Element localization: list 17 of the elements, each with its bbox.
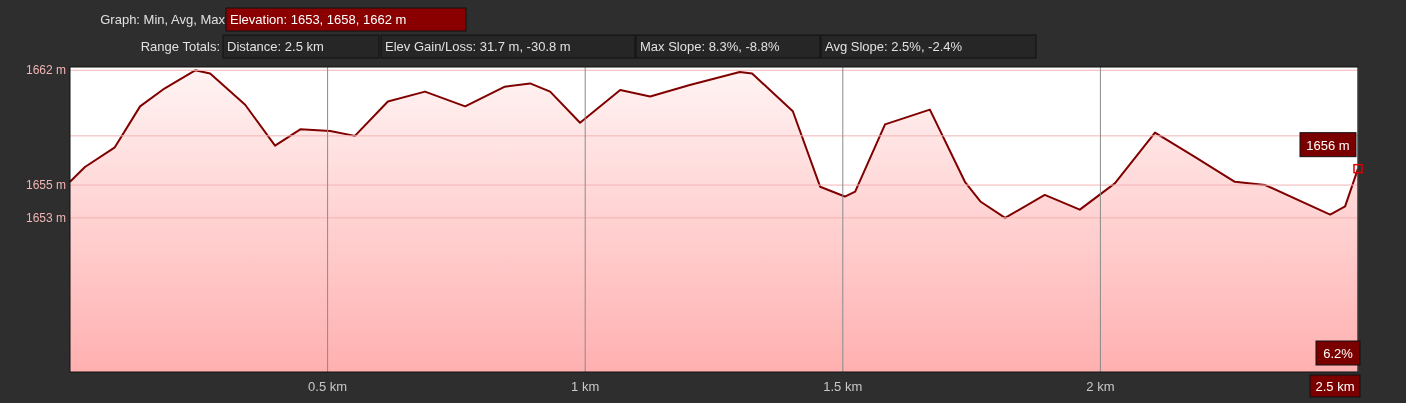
text: Max Slope: 8.3%, -8.8% bbox=[640, 39, 780, 54]
y-tick-label: 1655 m bbox=[25, 178, 66, 193]
text: Elev Gain/Loss: 31.7 m, -30.8 m bbox=[385, 39, 571, 54]
text: Distance: 2.5 km bbox=[227, 39, 324, 54]
annotation: 6.2% bbox=[1323, 346, 1354, 361]
x-tick-label: 2 km bbox=[1086, 379, 1115, 394]
x-tick-label: 1.5 km bbox=[823, 379, 863, 394]
y-tick-label: 1662 m bbox=[25, 63, 66, 78]
text: Elevation: 1653, 1658, 1662 m bbox=[230, 12, 407, 27]
annotation: 1656 m bbox=[1306, 137, 1350, 153]
x-tick-label: 2.5 km bbox=[1315, 379, 1355, 394]
x-tick-label: 1 km bbox=[571, 379, 600, 394]
y-tick-label: 1653 m bbox=[25, 211, 66, 226]
text: Avg Slope: 2.5%, -2.4% bbox=[825, 39, 963, 54]
text: Range Totals: bbox=[140, 39, 220, 54]
x-tick-label: 0.5 km bbox=[308, 379, 348, 394]
text: Graph: Min, Avg, Max bbox=[100, 12, 226, 27]
